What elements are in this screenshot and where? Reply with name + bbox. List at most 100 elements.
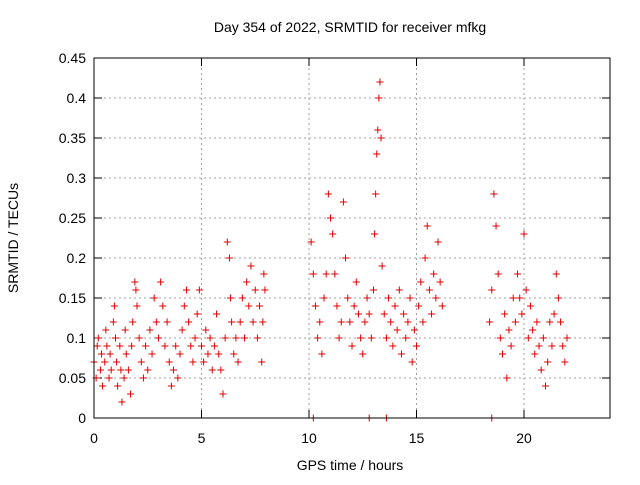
data-point (490, 190, 498, 198)
data-point (124, 366, 132, 374)
data-point (107, 366, 115, 374)
data-point (161, 342, 169, 350)
data-point (113, 358, 121, 366)
data-point (361, 318, 369, 326)
data-point (241, 334, 248, 342)
data-point (425, 286, 433, 294)
data-point (189, 358, 197, 366)
data-point (316, 318, 324, 326)
data-point (350, 302, 358, 310)
data-point (354, 310, 362, 318)
data-point (348, 342, 356, 350)
x-tick-label: 0 (90, 430, 98, 446)
data-point (185, 318, 193, 326)
data-point (533, 318, 541, 326)
grid-lines (94, 58, 610, 418)
data-point (208, 366, 216, 374)
data-point (507, 342, 515, 350)
data-point (260, 270, 268, 278)
data-point (413, 342, 420, 350)
data-point (178, 326, 186, 334)
data-point (376, 78, 384, 86)
x-tick-label: 20 (516, 430, 532, 446)
axis-ticks: 0 0.05 0.1 0.15 0.2 0.25 0.3 0.35 0.4 0.45 0 5 10 15 2… (59, 50, 610, 446)
data-point (339, 198, 347, 206)
data-point (511, 318, 519, 326)
data-point (170, 366, 178, 374)
data-point (367, 334, 375, 342)
data-point (382, 334, 390, 342)
data-point (210, 342, 218, 350)
data-point (324, 190, 332, 198)
data-point (155, 334, 162, 342)
data-point (320, 294, 328, 302)
data-point (243, 278, 251, 286)
data-point (157, 278, 165, 286)
data-point (311, 302, 319, 310)
data-point (400, 310, 408, 318)
data-point (342, 254, 350, 262)
y-tick-label: 0 (78, 410, 86, 426)
data-point (221, 334, 229, 342)
data-point (101, 358, 109, 366)
data-point (322, 270, 330, 278)
data-point (146, 326, 154, 334)
data-point (105, 374, 113, 382)
data-point (198, 342, 205, 350)
data-point (245, 302, 253, 310)
data-point (96, 366, 104, 374)
data-point (410, 326, 418, 334)
data-point (397, 350, 405, 358)
data-point (346, 318, 354, 326)
data-point (110, 302, 118, 310)
data-point (535, 342, 543, 350)
data-point (406, 294, 414, 302)
data-point (337, 318, 345, 326)
data-point (148, 350, 156, 358)
data-point (258, 358, 266, 366)
chart-title: Day 354 of 2022, SRMTID for receiver mfk… (214, 19, 486, 35)
data-point (335, 334, 343, 342)
data-point (520, 230, 528, 238)
data-point (112, 334, 119, 342)
data-point (131, 278, 139, 286)
data-point (378, 262, 386, 270)
data-point (492, 222, 500, 230)
data-point (561, 358, 569, 366)
data-point (193, 310, 201, 318)
x-tick-label: 10 (301, 430, 317, 446)
data-point (373, 150, 381, 158)
data-point (509, 294, 517, 302)
data-point (496, 334, 504, 342)
data-point (539, 334, 547, 342)
data-point (503, 374, 511, 382)
data-point (529, 326, 537, 334)
data-point (133, 302, 141, 310)
data-point (228, 318, 236, 326)
data-point (94, 334, 102, 342)
data-point (106, 350, 114, 358)
data-point (137, 358, 145, 366)
data-point (372, 190, 380, 198)
data-point (518, 310, 526, 318)
data-point (93, 342, 101, 350)
data-point (204, 350, 212, 358)
data-point (404, 318, 412, 326)
data-point (563, 334, 571, 342)
data-point (202, 326, 210, 334)
data-point (546, 318, 554, 326)
data-point (327, 214, 334, 222)
data-point (548, 342, 556, 350)
data-point (99, 382, 107, 390)
data-point (554, 294, 562, 302)
data-point (261, 286, 269, 294)
y-tick-label: 0.15 (59, 290, 86, 306)
data-point (363, 294, 371, 302)
data-point (417, 278, 425, 286)
data-point (139, 374, 147, 382)
data-point (357, 334, 365, 342)
data-point (402, 334, 410, 342)
data-point (514, 270, 522, 278)
data-point (217, 366, 225, 374)
data-point (380, 310, 388, 318)
